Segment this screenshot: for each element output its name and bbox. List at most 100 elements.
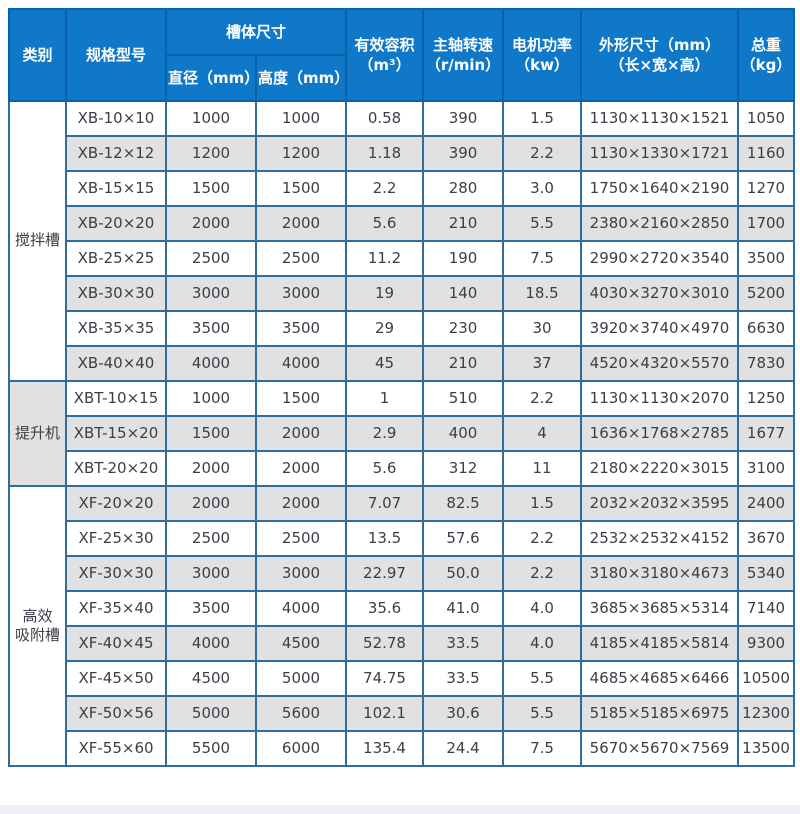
speed-cell: 41.0 — [422, 590, 505, 627]
category-cell-adsorption-tank: 高效 吸附槽 — [8, 485, 67, 767]
table-row: XB-40×40 4000 4000 45 210 37 4520×4320×5… — [9, 345, 796, 382]
model-cell: XB-12×12 — [65, 135, 167, 172]
height-cell: 2000 — [254, 415, 348, 452]
speed-cell: 140 — [422, 275, 505, 312]
dimensions-cell: 5185×5185×6975 — [580, 695, 740, 732]
dimensions-cell: 2032×2032×3595 — [580, 485, 740, 522]
height-cell: 1500 — [254, 380, 348, 417]
diameter-cell: 1500 — [165, 415, 257, 452]
col-header-speed: 主轴转速 （r/min） — [422, 8, 505, 102]
weight-cell: 1700 — [737, 205, 796, 242]
table-row: XF-40×45 4000 4500 52.78 33.5 4.0 4185×4… — [9, 625, 796, 662]
weight-cell: 6630 — [737, 310, 796, 347]
weight-cell: 3670 — [737, 520, 796, 557]
dimensions-cell: 1636×1768×2785 — [580, 415, 740, 452]
weight-cell: 1270 — [737, 170, 796, 207]
table-row: XF-50×56 5000 5600 102.1 30.6 5.5 5185×5… — [9, 695, 796, 732]
model-cell: XF-50×56 — [65, 695, 167, 732]
dimensions-cell: 2180×2220×3015 — [580, 450, 740, 487]
volume-cell: 35.6 — [345, 590, 425, 627]
model-cell: XF-45×50 — [65, 660, 167, 697]
height-cell: 3000 — [254, 275, 348, 312]
volume-cell: 135.4 — [345, 730, 425, 767]
speed-cell: 82.5 — [422, 485, 505, 522]
weight-cell: 1250 — [737, 380, 796, 417]
volume-cell: 0.58 — [345, 100, 425, 137]
power-cell: 30 — [502, 310, 583, 347]
col-header-dimensions: 外形尺寸（mm） （长×宽×高） — [580, 8, 740, 102]
speed-cell: 210 — [422, 205, 505, 242]
dimensions-cell: 2532×2532×4152 — [580, 520, 740, 557]
power-cell: 5.5 — [502, 660, 583, 697]
diameter-cell: 1200 — [165, 135, 257, 172]
weight-cell: 1677 — [737, 415, 796, 452]
dimensions-cell: 3685×3685×5314 — [580, 590, 740, 627]
weight-cell: 3100 — [737, 450, 796, 487]
table-row: XBT-20×20 2000 2000 5.6 312 11 2180×2220… — [9, 450, 796, 487]
spec-table: 类别 规格型号 槽体尺寸 有效容积 （m³） 主轴转速 （r/min） 电机功率… — [8, 8, 796, 767]
weight-cell: 1050 — [737, 100, 796, 137]
dimensions-cell: 1750×1640×2190 — [580, 170, 740, 207]
weight-cell: 13500 — [737, 730, 796, 767]
col-header-power: 电机功率 （kw） — [502, 8, 583, 102]
table-row: XF-25×30 2500 2500 13.5 57.6 2.2 2532×25… — [9, 520, 796, 557]
power-cell: 11 — [502, 450, 583, 487]
volume-cell: 19 — [345, 275, 425, 312]
diameter-cell: 3000 — [165, 275, 257, 312]
power-cell: 3.0 — [502, 170, 583, 207]
dimensions-cell: 4685×4685×6466 — [580, 660, 740, 697]
weight-cell: 10500 — [737, 660, 796, 697]
weight-cell: 12300 — [737, 695, 796, 732]
weight-cell: 7830 — [737, 345, 796, 382]
category-cell-elevator: 提升机 — [8, 380, 67, 487]
speed-cell: 24.4 — [422, 730, 505, 767]
col-header-volume: 有效容积 （m³） — [345, 8, 425, 102]
power-cell: 4.0 — [502, 625, 583, 662]
diameter-cell: 1500 — [165, 170, 257, 207]
table-row: XB-25×25 2500 2500 11.2 190 7.5 2990×272… — [9, 240, 796, 277]
diameter-cell: 2000 — [165, 450, 257, 487]
model-cell: XB-25×25 — [65, 240, 167, 277]
col-header-tank-size: 槽体尺寸 — [164, 8, 348, 56]
volume-cell: 29 — [345, 310, 425, 347]
height-cell: 5600 — [254, 695, 348, 732]
model-cell: XF-35×40 — [65, 590, 167, 627]
model-cell: XB-40×40 — [65, 345, 167, 382]
table-row: 搅拌槽 XB-10×10 1000 1000 0.58 390 1.5 1130… — [8, 100, 796, 382]
speed-cell: 190 — [422, 240, 505, 277]
volume-cell: 52.78 — [345, 625, 425, 662]
dimensions-cell: 4520×4320×5570 — [580, 345, 740, 382]
col-header-diameter: 直径（mm） — [165, 54, 257, 102]
diameter-cell: 1000 — [165, 380, 257, 417]
diameter-cell: 3500 — [165, 590, 257, 627]
height-cell: 3500 — [254, 310, 348, 347]
dimensions-cell: 2990×2720×3540 — [580, 240, 740, 277]
model-cell: XBT-20×20 — [65, 450, 167, 487]
table-row: XB-12×12 1200 1200 1.18 390 2.2 1130×133… — [9, 135, 796, 172]
header-row-1: 类别 规格型号 槽体尺寸 有效容积 （m³） 主轴转速 （r/min） 电机功率… — [8, 8, 796, 102]
diameter-cell: 4000 — [165, 345, 257, 382]
model-cell: XB-30×30 — [65, 275, 167, 312]
volume-cell: 22.97 — [345, 555, 425, 592]
height-cell: 5000 — [254, 660, 348, 697]
table-body: 搅拌槽 XB-10×10 1000 1000 0.58 390 1.5 1130… — [8, 100, 796, 767]
speed-cell: 33.5 — [422, 625, 505, 662]
height-cell: 3000 — [254, 555, 348, 592]
power-cell: 2.2 — [502, 135, 583, 172]
volume-cell: 1 — [345, 380, 425, 417]
speed-cell: 33.5 — [422, 660, 505, 697]
model-cell: XBT-15×20 — [65, 415, 167, 452]
model-cell: XB-15×15 — [65, 170, 167, 207]
volume-cell: 102.1 — [345, 695, 425, 732]
dimensions-cell: 4030×3270×3010 — [580, 275, 740, 312]
power-cell: 2.2 — [502, 380, 583, 417]
dimensions-cell: 1130×1130×2070 — [580, 380, 740, 417]
power-cell: 5.5 — [502, 695, 583, 732]
diameter-cell: 4000 — [165, 625, 257, 662]
weight-cell: 5200 — [737, 275, 796, 312]
speed-cell: 210 — [422, 345, 505, 382]
weight-cell: 9300 — [737, 625, 796, 662]
power-cell: 4.0 — [502, 590, 583, 627]
height-cell: 1500 — [254, 170, 348, 207]
model-cell: XB-10×10 — [65, 100, 167, 137]
